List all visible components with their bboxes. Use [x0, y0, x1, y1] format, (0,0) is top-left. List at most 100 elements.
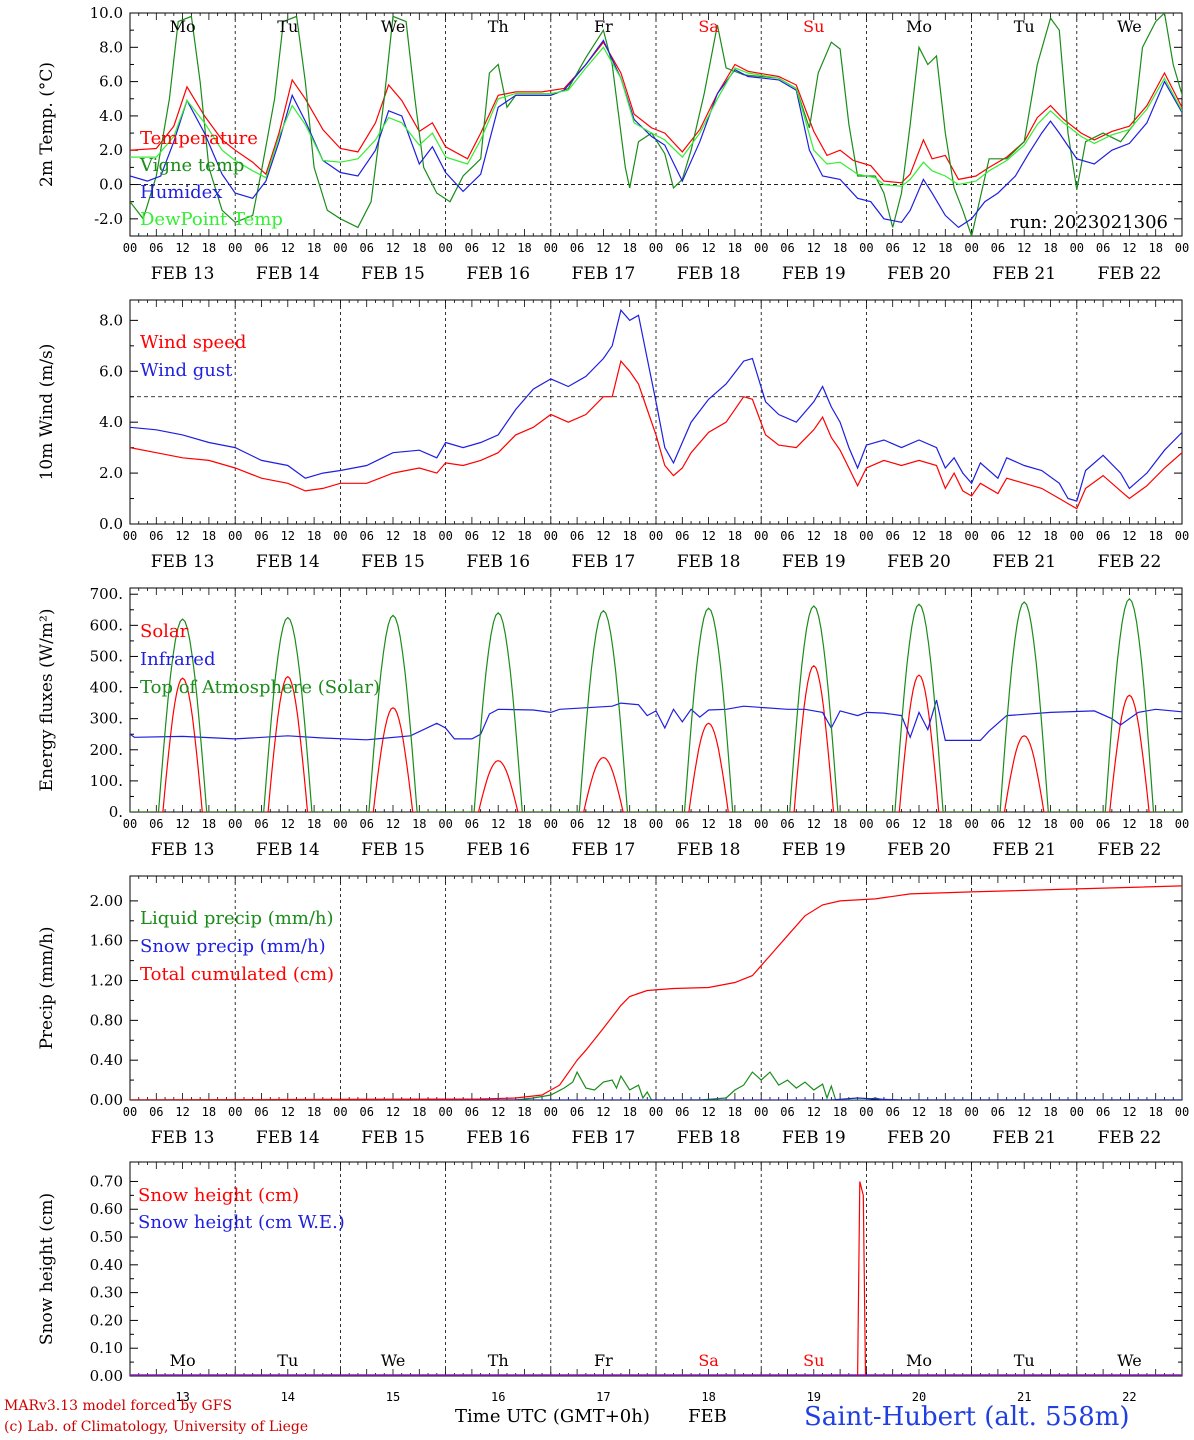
series-line-dewpoint-temp — [130, 46, 1182, 187]
hour-tick-label: 06 — [570, 1105, 584, 1119]
hour-tick-label: 00 — [964, 529, 978, 543]
hour-tick-label: 00 — [333, 1105, 347, 1119]
hour-tick-label: 00 — [228, 241, 242, 255]
date-label: FEB 20 — [887, 1128, 951, 1148]
hour-tick-label: 00 — [1070, 241, 1084, 255]
hour-tick-label: 12 — [175, 1105, 189, 1119]
legend-entry: Liquid precip (mm/h) — [140, 908, 334, 929]
hour-tick-label: 00 — [754, 529, 768, 543]
y-tick-label: 8.0 — [99, 38, 123, 56]
y-tick-label: 1.20 — [90, 972, 123, 990]
day-of-week-label: Sa — [698, 17, 719, 36]
hour-tick-label: 06 — [675, 241, 689, 255]
hour-tick-label: 12 — [281, 1105, 295, 1119]
hour-tick-label: 18 — [1148, 817, 1162, 831]
series-line-infrared — [130, 699, 1182, 741]
hour-tick-label: 12 — [491, 817, 505, 831]
day-of-week-label: Tu — [277, 1351, 298, 1370]
y-tick-label: 0.10 — [90, 1339, 123, 1357]
day-of-week-label: Sa — [698, 1351, 719, 1370]
hour-tick-label: 18 — [622, 817, 636, 831]
y-tick-label: 6.0 — [99, 73, 123, 91]
hour-tick-label: 06 — [675, 529, 689, 543]
y-tick-label: 1.60 — [90, 932, 123, 950]
hour-tick-label: 12 — [281, 817, 295, 831]
day-of-week-label: Th — [488, 1351, 509, 1370]
date-label: FEB 19 — [782, 552, 846, 572]
hour-tick-label: 06 — [149, 817, 163, 831]
hour-tick-label: 12 — [701, 241, 715, 255]
hour-tick-label: 06 — [885, 817, 899, 831]
hour-tick-label: 00 — [649, 817, 663, 831]
hour-tick-label: 00 — [228, 1105, 242, 1119]
hour-tick-label: 06 — [675, 817, 689, 831]
hour-tick-label: 06 — [1096, 817, 1110, 831]
y-tick-label: 600. — [90, 616, 123, 634]
hour-tick-label: 00 — [228, 817, 242, 831]
legend-entry: Top of Atmosphere (Solar) — [140, 677, 380, 698]
hour-tick-label: 18 — [202, 1105, 216, 1119]
hour-tick-label: 06 — [675, 1105, 689, 1119]
x-axis-month: FEB — [688, 1406, 727, 1427]
hour-tick-label: 12 — [1122, 241, 1136, 255]
date-label: FEB 20 — [887, 264, 951, 284]
date-label: FEB 18 — [677, 264, 741, 284]
hour-tick-label: 12 — [1017, 529, 1031, 543]
hour-tick-label: 18 — [938, 529, 952, 543]
hour-tick-label: 00 — [123, 241, 137, 255]
y-tick-label: 0.00 — [90, 1091, 123, 1109]
hour-tick-label: 06 — [780, 529, 794, 543]
hour-tick-label: 00 — [544, 241, 558, 255]
date-label: FEB 18 — [677, 552, 741, 572]
hour-tick-label: 18 — [728, 1105, 742, 1119]
hour-tick-label: 18 — [1043, 241, 1057, 255]
series-line-snow-precip-mm-h- — [130, 1097, 1182, 1100]
hour-tick-label: 18 — [938, 241, 952, 255]
hour-tick-label: 18 — [517, 529, 531, 543]
date-label: FEB 22 — [1098, 840, 1162, 860]
hour-tick-label: 00 — [333, 817, 347, 831]
hour-tick-label: 00 — [649, 529, 663, 543]
date-label: FEB 14 — [256, 552, 320, 572]
hour-tick-label: 12 — [175, 241, 189, 255]
date-label: FEB 13 — [151, 264, 215, 284]
y-tick-label: 0.00 — [90, 1367, 123, 1385]
series-line-total-cumulated-cm- — [130, 885, 1182, 1100]
copyright-credit: (c) Lab. of Climatology, University of L… — [4, 1419, 309, 1435]
date-label: FEB 14 — [256, 840, 320, 860]
hour-tick-label: 06 — [465, 529, 479, 543]
hour-tick-label: 12 — [386, 1105, 400, 1119]
hour-tick-label: 12 — [596, 1105, 610, 1119]
y-tick-label: 300. — [90, 710, 123, 728]
hour-tick-label: 00 — [859, 817, 873, 831]
legend-entry: Wind gust — [140, 360, 233, 381]
hour-tick-label: 06 — [780, 1105, 794, 1119]
day-number-label: 19 — [807, 1390, 821, 1404]
hour-tick-label: 06 — [570, 529, 584, 543]
legend-entry: Temperature — [140, 128, 258, 149]
hour-tick-label: 12 — [1122, 1105, 1136, 1119]
hour-tick-label: 06 — [1096, 529, 1110, 543]
date-label: FEB 15 — [361, 840, 425, 860]
site-name: Saint-Hubert (alt. 558m) — [804, 1402, 1130, 1432]
hour-tick-label: 00 — [228, 529, 242, 543]
hour-tick-label: 06 — [570, 241, 584, 255]
hour-tick-label: 00 — [1175, 1105, 1189, 1119]
y-tick-label: 2.0 — [99, 464, 123, 482]
hour-tick-label: 00 — [859, 529, 873, 543]
date-label: FEB 22 — [1098, 1128, 1162, 1148]
day-of-week-label: Mo — [170, 17, 196, 36]
hour-tick-label: 12 — [491, 1105, 505, 1119]
hour-tick-label: 00 — [544, 1105, 558, 1119]
hour-tick-label: 12 — [1122, 529, 1136, 543]
hour-tick-label: 00 — [649, 1105, 663, 1119]
hour-tick-label: 00 — [438, 817, 452, 831]
y-tick-label: 0.70 — [90, 1172, 123, 1190]
hour-tick-label: 06 — [780, 241, 794, 255]
day-of-week-label: Tu — [1014, 17, 1035, 36]
hour-tick-label: 06 — [1096, 241, 1110, 255]
day-of-week-label: Mo — [170, 1351, 196, 1370]
hour-tick-label: 06 — [1096, 1105, 1110, 1119]
hour-tick-label: 06 — [254, 1105, 268, 1119]
legend-entry: Snow height (cm) — [138, 1185, 299, 1206]
